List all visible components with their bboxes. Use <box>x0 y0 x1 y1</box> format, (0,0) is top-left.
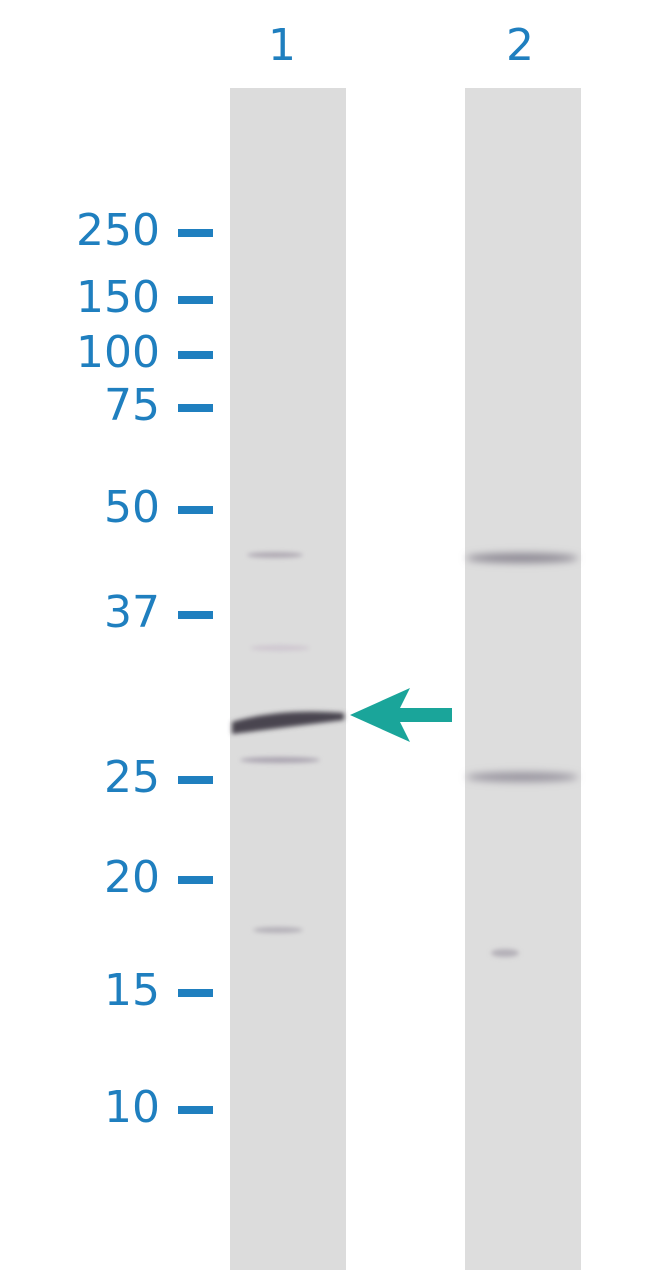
lane-1 <box>230 88 346 1270</box>
marker-tick <box>178 1106 213 1114</box>
marker-label: 150 <box>76 272 160 323</box>
marker-tick <box>178 229 213 237</box>
marker-label: 100 <box>76 327 160 378</box>
marker-label: 75 <box>104 380 160 431</box>
arrow <box>350 688 452 742</box>
marker-label: 50 <box>104 482 160 533</box>
lane-label: 2 <box>506 20 534 71</box>
marker-tick <box>178 776 213 784</box>
band <box>247 552 303 558</box>
marker-tick <box>178 351 213 359</box>
marker-tick <box>178 989 213 997</box>
band <box>491 949 519 957</box>
band <box>253 927 303 933</box>
band <box>250 645 310 651</box>
marker-label: 37 <box>104 587 160 638</box>
marker-tick <box>178 876 213 884</box>
marker-label: 25 <box>104 752 160 803</box>
lane-2 <box>465 88 581 1270</box>
marker-tick <box>178 296 213 304</box>
band <box>466 553 578 563</box>
bands <box>232 552 578 957</box>
marker-label: 10 <box>104 1082 160 1133</box>
marker-label: 20 <box>104 852 160 903</box>
band <box>240 757 320 763</box>
marker-tick <box>178 404 213 412</box>
marker-tick <box>178 611 213 619</box>
marker-tick <box>178 506 213 514</box>
marker-label: 250 <box>76 205 160 256</box>
band <box>466 772 578 782</box>
marker-label: 15 <box>104 965 160 1016</box>
lane-label: 1 <box>268 20 296 71</box>
band <box>232 711 344 734</box>
